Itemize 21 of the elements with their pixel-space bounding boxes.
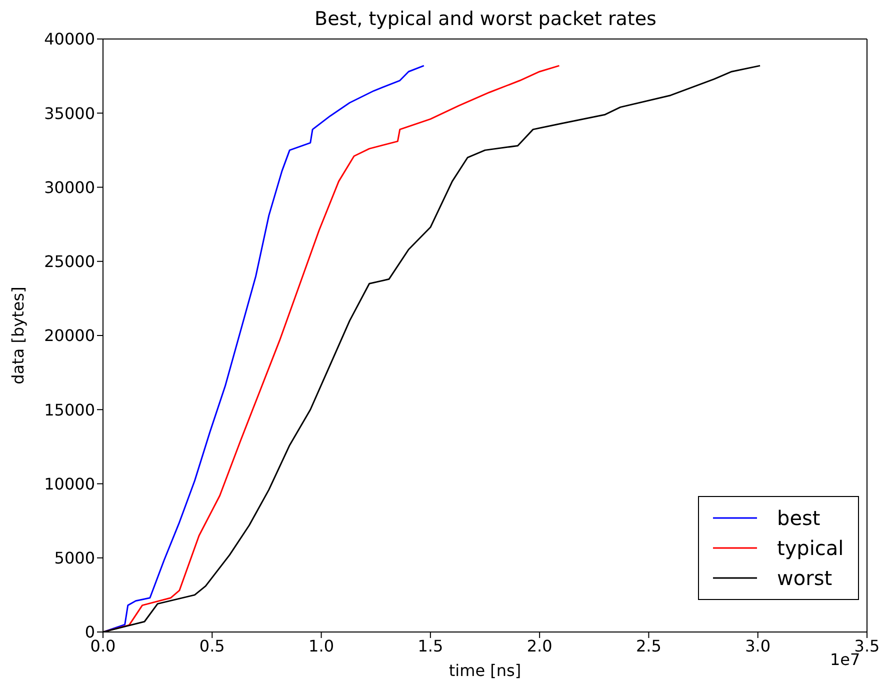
y-tick-label: 5000 bbox=[54, 548, 95, 568]
y-axis-title: data [bytes] bbox=[8, 286, 28, 384]
y-tick-label: 15000 bbox=[44, 400, 95, 420]
y-tick-label: 10000 bbox=[44, 474, 95, 494]
y-tick-label: 40000 bbox=[44, 30, 95, 49]
line-series bbox=[103, 64, 425, 632]
legend-label: typical bbox=[777, 536, 844, 560]
x-tick-label: 1.5 bbox=[418, 636, 444, 656]
chart-title: Best, typical and worst packet rates bbox=[314, 8, 658, 30]
x-tick-label: 2.0 bbox=[526, 636, 552, 656]
x-tick-label: 3.0 bbox=[745, 636, 771, 656]
y-tick-label: 30000 bbox=[44, 178, 95, 197]
y-tick-label: 25000 bbox=[44, 252, 95, 272]
x-tick-label: 2.5 bbox=[636, 636, 662, 656]
y-tick-label: 20000 bbox=[44, 326, 95, 346]
x-axis-title: time [ns] bbox=[448, 661, 522, 680]
legend-label: best bbox=[777, 506, 820, 530]
x-tick-label: 1.0 bbox=[308, 636, 334, 656]
y-tick-label: 35000 bbox=[44, 104, 95, 123]
x-tick-label: 0.5 bbox=[199, 636, 225, 656]
legend-label: worst bbox=[777, 566, 832, 590]
